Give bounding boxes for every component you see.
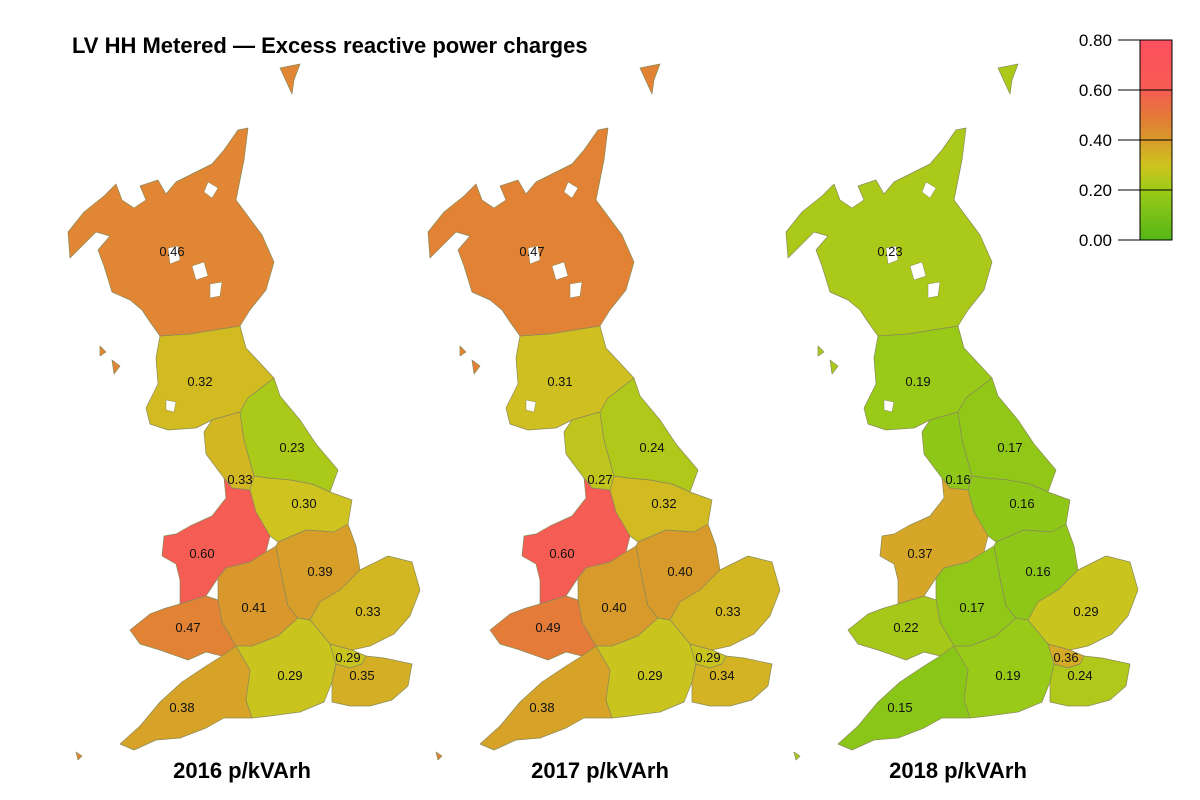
island-shape: [435, 751, 443, 761]
legend-tick-label: 0.20: [1079, 181, 1112, 200]
region-value-label: 0.33: [715, 604, 740, 619]
legend-tick-label: 0.80: [1079, 31, 1112, 50]
region-value-label: 0.30: [291, 496, 316, 511]
map-caption: 2018 p/kVArh: [889, 758, 1027, 783]
region-value-label: 0.39: [307, 564, 332, 579]
inlet-shape: [191, 261, 209, 281]
region-value-label: 0.35: [349, 668, 374, 683]
region-south-wales: [847, 595, 955, 661]
region-value-label: 0.16: [945, 472, 970, 487]
region-value-label: 0.37: [907, 546, 932, 561]
map-panel: 0.23 0.19 0.16 0.17 0.16 0.37 0.17 0.16 0.29 0.22…: [785, 63, 1139, 761]
island-shape: [817, 345, 825, 357]
region-value-label: 0.40: [601, 600, 626, 615]
region-value-label: 0.47: [175, 620, 200, 635]
region-north-scotland: [427, 127, 635, 337]
region-value-label: 0.29: [1073, 604, 1098, 619]
region-value-label: 0.15: [887, 700, 912, 715]
inlet-shape: [921, 181, 937, 199]
map-panel: 0.47 0.31 0.27 0.24 0.32 0.60 0.40 0.40 0.33 0.49…: [427, 63, 781, 761]
inlet-shape: [209, 281, 223, 299]
region-value-label: 0.34: [709, 668, 734, 683]
inlet-shape: [883, 399, 895, 413]
region-north-scotland: [67, 127, 275, 337]
legend-tick-label: 0.00: [1079, 231, 1112, 250]
region-south-wales: [489, 595, 597, 661]
inlet-shape: [165, 399, 177, 413]
inlet-shape: [167, 245, 181, 265]
region-value-label: 0.19: [995, 668, 1020, 683]
map-caption: 2017 p/kVArh: [531, 758, 669, 783]
region-value-label: 0.24: [639, 440, 664, 455]
island-shape: [279, 63, 301, 95]
map-caption: 2016 p/kVArh: [173, 758, 311, 783]
legend-tick-label: 0.60: [1079, 81, 1112, 100]
region-value-label: 0.40: [667, 564, 692, 579]
maps-container: 0.460.320.330.230.300.600.410.390.330.47…: [67, 63, 1139, 783]
region-north-east: [239, 377, 339, 493]
region-value-label: 0.23: [877, 244, 902, 259]
inlet-shape: [569, 281, 583, 299]
region-value-label: 0.49: [535, 620, 560, 635]
island-shape: [997, 63, 1019, 95]
region-value-label: 0.29: [695, 650, 720, 665]
figure-title: LV HH Metered — Excess reactive power ch…: [72, 33, 588, 58]
island-shape: [793, 751, 801, 761]
region-value-label: 0.31: [547, 374, 572, 389]
region-value-label: 0.33: [227, 472, 252, 487]
island-shape: [111, 359, 121, 375]
island-shape: [99, 345, 107, 357]
region-north-east: [599, 377, 699, 493]
inlet-shape: [885, 245, 899, 265]
region-value-label: 0.47: [519, 244, 544, 259]
region-value-label: 0.24: [1067, 668, 1092, 683]
region-value-label: 0.32: [187, 374, 212, 389]
island-shape: [471, 359, 481, 375]
island-shape: [829, 359, 839, 375]
map-panel: 0.46 0.32 0.33 0.23 0.30 0.60 0.41 0.39 0.33 0.47…: [67, 63, 421, 761]
inlet-shape: [927, 281, 941, 299]
region-value-label: 0.36: [1053, 650, 1078, 665]
inlet-shape: [525, 399, 537, 413]
region-south-wales: [129, 595, 237, 661]
region-value-label: 0.29: [335, 650, 360, 665]
color-legend: 0.00 0.20 0.40 0.60 0.80: [1079, 31, 1173, 250]
region-value-label: 0.19: [905, 374, 930, 389]
region-value-label: 0.32: [651, 496, 676, 511]
region-value-label: 0.27: [587, 472, 612, 487]
region-south-west: [119, 645, 253, 751]
region-value-label: 0.16: [1009, 496, 1034, 511]
region-value-label: 0.23: [279, 440, 304, 455]
legend-tick-label: 0.40: [1079, 131, 1112, 150]
region-value-label: 0.41: [241, 600, 266, 615]
region-value-label: 0.29: [637, 668, 662, 683]
inlet-shape: [909, 261, 927, 281]
region-value-label: 0.16: [1025, 564, 1050, 579]
region-north-east: [957, 377, 1057, 493]
region-value-label: 0.46: [159, 244, 184, 259]
region-south-west: [479, 645, 613, 751]
region-value-label: 0.60: [549, 546, 574, 561]
inlet-shape: [527, 245, 541, 265]
region-value-label: 0.38: [169, 700, 194, 715]
region-south-east: [1049, 655, 1131, 707]
inlet-shape: [203, 181, 219, 199]
region-value-label: 0.17: [997, 440, 1022, 455]
island-shape: [75, 751, 83, 761]
inlet-shape: [551, 261, 569, 281]
island-shape: [459, 345, 467, 357]
region-value-label: 0.33: [355, 604, 380, 619]
inlet-shape: [563, 181, 579, 199]
region-value-label: 0.29: [277, 668, 302, 683]
region-value-label: 0.60: [189, 546, 214, 561]
island-shape: [639, 63, 661, 95]
region-south-east: [331, 655, 413, 707]
region-value-label: 0.38: [529, 700, 554, 715]
region-south-west: [837, 645, 971, 751]
region-value-label: 0.17: [959, 600, 984, 615]
region-value-label: 0.22: [893, 620, 918, 635]
region-north-scotland: [785, 127, 993, 337]
region-south-east: [691, 655, 773, 707]
